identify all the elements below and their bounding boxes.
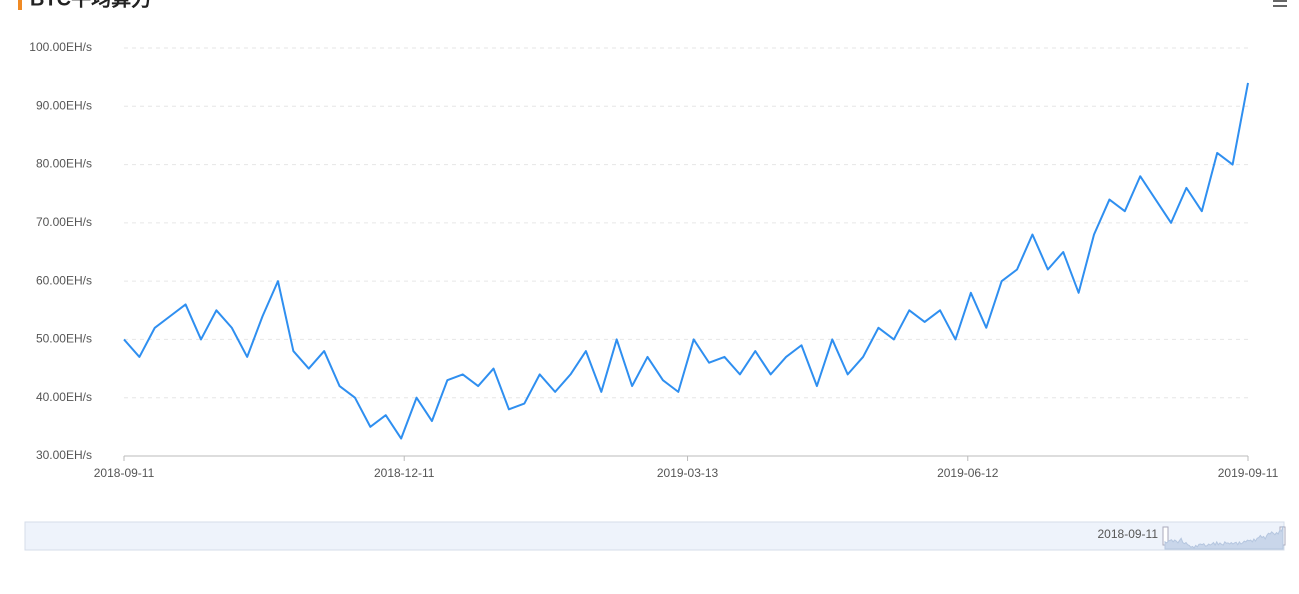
x-tick-label: 2018-12-11 (374, 466, 435, 480)
y-tick-label: 60.00EH/s (36, 273, 92, 287)
x-tick-label: 2018-09-11 (94, 466, 155, 480)
x-tick-label: 2019-03-13 (657, 466, 719, 480)
data-line (123, 82, 1249, 440)
zoom-slider[interactable] (24, 521, 1285, 551)
menu-icon[interactable] (1273, 0, 1287, 7)
title-accent (18, 0, 22, 10)
slider-label: 2018-09-11 (1098, 527, 1159, 541)
y-tick-label: 100.00EH/s (29, 40, 92, 54)
x-tick-label: 2019-09-11 (1218, 466, 1279, 480)
chart-title: BTC平均算力 (30, 0, 151, 10)
y-tick-label: 90.00EH/s (36, 98, 92, 112)
y-tick-label: 30.00EH/s (36, 448, 92, 462)
y-tick-label: 80.00EH/s (36, 157, 92, 171)
y-tick-label: 70.00EH/s (36, 215, 92, 229)
slider-preview (1164, 525, 1284, 550)
y-tick-label: 40.00EH/s (36, 390, 92, 404)
y-tick-label: 50.00EH/s (36, 332, 92, 346)
x-tick-label: 2019-06-12 (937, 466, 999, 480)
